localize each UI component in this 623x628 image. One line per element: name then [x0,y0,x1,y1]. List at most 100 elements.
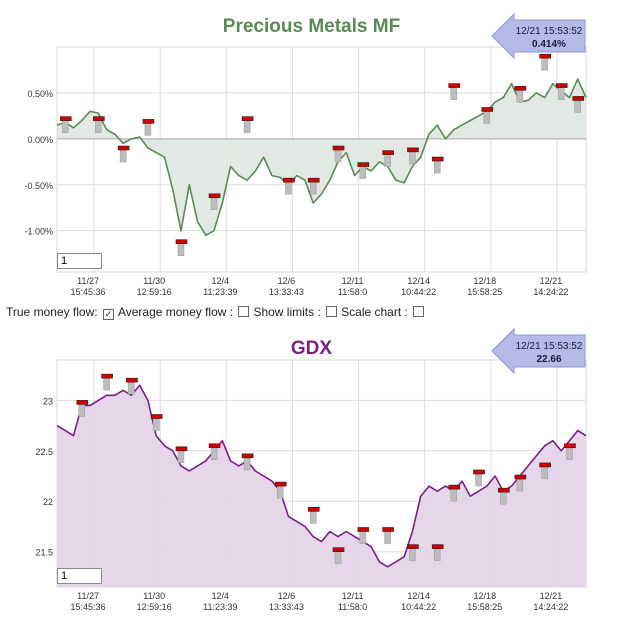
event-marker-flag [407,544,419,549]
event-marker-flag [93,116,105,121]
true-money-flow-checkbox[interactable]: ✓ [102,309,114,320]
event-marker-stem [541,466,548,480]
event-marker-stem [334,551,342,564]
chart-options-bar: True money flow: ✓ Average money flow : S… [6,305,428,320]
x-tick-time: 14:24:22 [533,287,568,297]
callout-timestamp: 12/21 15:53:52 [516,341,583,352]
x-tick-time: 13:33:43 [269,287,304,297]
event-marker-flag [498,487,510,493]
event-marker-stem [483,111,491,124]
x-tick-date: 12/11 [342,591,364,601]
x-tick-date: 12/4 [212,276,230,286]
event-marker-flag [431,544,444,549]
event-marker-stem [95,120,102,133]
event-marker-flag [382,527,394,532]
callout-timestamp: 12/21 15:53:52 [516,26,583,37]
true-money-flow-label: True money flow: [6,305,98,319]
x-tick-time: 14:24:22 [533,602,568,612]
scale-chart-label: Scale chart : [341,305,408,319]
show-limits-checkbox[interactable] [326,306,338,317]
event-marker-stem [243,457,251,471]
event-marker-stem [285,181,292,195]
x-tick-time: 15:58:25 [467,602,502,612]
event-marker-stem [309,511,317,524]
x-tick-time: 11:58:0 [338,287,367,297]
plot-frame [56,46,587,273]
x-tick-time: 11:23:39 [203,287,237,297]
event-marker-stem [500,491,507,505]
precious-metals-mf-panel: 0.50% 0.00% -0.50% -1.00% 11/27 15:45:36 11/30… [0,0,623,305]
event-marker-flag [307,507,320,512]
event-marker-stem [450,488,457,502]
event-marker-stem [516,478,524,492]
event-marker-flag [283,177,295,183]
event-marker-flag [332,547,345,552]
event-marker-stem [119,149,127,163]
event-marker-stem [384,531,391,544]
event-marker-flag [564,443,576,449]
event-marker-stem [557,87,565,100]
event-marker-stem [128,381,135,395]
average-money-flow-checkbox[interactable] [238,306,250,317]
event-marker-stem [210,447,218,461]
series-area [57,79,586,236]
x-tick-time: 11:58:0 [338,602,367,612]
event-marker-flag [208,443,221,449]
event-marker-stem [152,418,160,431]
event-marker-flag [175,239,188,244]
x-tick-date: 12/18 [474,591,497,601]
y-tick-label: 23 [43,396,53,406]
event-marker-flag [431,156,444,162]
event-marker-stem [359,531,367,544]
event-marker-flag [150,414,163,419]
event-marker-stem [541,57,548,71]
x-tick-date: 12/14 [407,276,430,286]
event-marker-flag [208,193,221,199]
event-marker-flag [332,145,345,151]
series-line [56,78,587,237]
event-marker-flag [117,145,130,151]
event-marker-flag [126,377,138,383]
event-marker-flag [514,86,527,91]
event-marker-stem [144,123,152,136]
event-marker-flag [142,119,155,124]
event-marker-flag [101,373,113,379]
x-tick-date: 11/30 [143,591,165,601]
x-tick-date: 11/27 [77,591,99,601]
event-marker-stem [566,447,573,461]
gdx-panel: 23 22.5 22 21.5 11/27 15:45:36 11/30 12:59:16 12… [0,325,623,628]
event-marker-stem [384,154,391,167]
series-line [56,384,587,568]
event-marker-flag [473,469,485,475]
event-marker-flag [481,107,494,112]
event-marker-stem [177,450,185,464]
event-marker-flag [407,147,419,153]
event-marker-flag [274,481,287,487]
page-input-mf[interactable]: 1 [57,253,102,269]
event-marker-flag [514,474,527,480]
event-marker-stem [210,197,218,211]
event-marker-stem [309,181,317,195]
value-callout-arrow [491,327,586,375]
y-tick-label: 21.5 [35,548,53,558]
x-tick-time: 10:44:22 [401,602,436,612]
x-tick-date: 12/18 [474,276,497,286]
event-marker-flag [539,53,551,59]
event-marker-flag [175,446,188,452]
y-tick-label: -0.50% [24,181,53,191]
y-tick-label: 0.50% [27,89,53,99]
event-marker-stem [276,485,284,499]
scale-chart-checkbox[interactable] [413,306,425,317]
event-marker-flag [555,83,568,88]
value-callout-arrow [491,12,586,60]
x-tick-time: 15:58:25 [467,287,502,297]
event-marker-stem [450,87,457,100]
x-tick-date: 12/6 [278,276,296,286]
event-marker-stem [409,151,416,165]
gdx-chart[interactable]: 2322.52221.511/2715:45:3611/3012:59:1612… [0,325,623,628]
event-marker-flag [241,116,254,121]
show-limits-label: Show limits : [253,305,321,319]
callout-value: 22.66 [536,354,561,365]
page-input-gdx[interactable]: 1 [57,568,102,584]
